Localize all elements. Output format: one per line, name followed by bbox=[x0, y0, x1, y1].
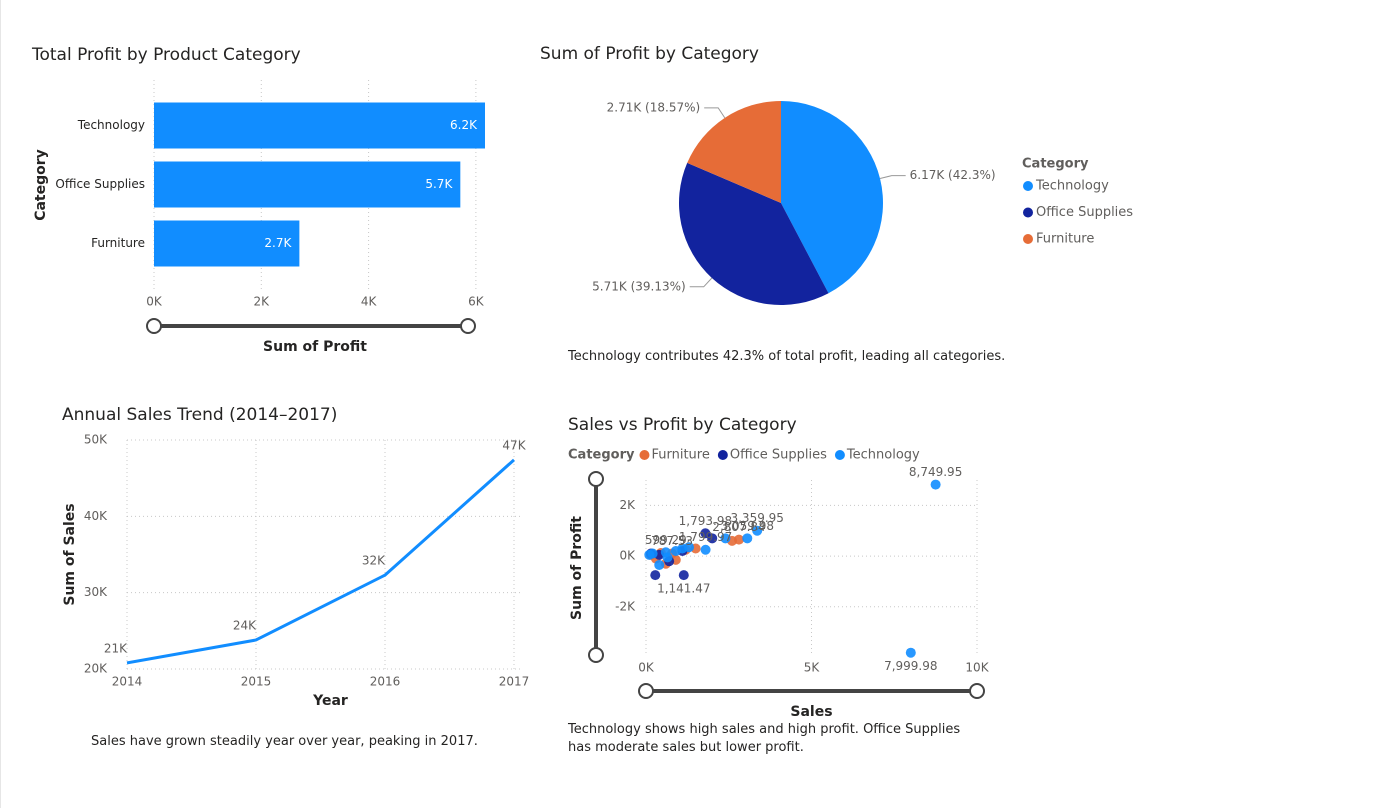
data-label: 5.71K (39.13%) bbox=[592, 279, 686, 293]
axis-label: Sum of Profit bbox=[263, 339, 367, 355]
point bbox=[684, 542, 695, 553]
data-label: 7,999.98 bbox=[884, 659, 937, 673]
legend-marker bbox=[717, 450, 728, 460]
legend-label: Furniture bbox=[1036, 232, 1094, 247]
data-label: 8,749.95 bbox=[909, 465, 962, 479]
legend-marker bbox=[1023, 234, 1033, 244]
x-tick-label: 0K bbox=[638, 661, 655, 675]
sliders bbox=[146, 318, 985, 699]
point bbox=[670, 546, 681, 557]
x-tick-label: 4K bbox=[361, 295, 378, 309]
legend-label: Technology bbox=[1035, 179, 1109, 194]
y-tick-label: 0K bbox=[619, 549, 636, 563]
legend-marker bbox=[639, 450, 650, 460]
point bbox=[662, 552, 673, 563]
point bbox=[700, 528, 711, 539]
data-label: 24K bbox=[233, 618, 257, 632]
caption: Technology contributes 42.3% of total pr… bbox=[568, 349, 1006, 364]
pie-slice bbox=[781, 101, 884, 294]
line bbox=[126, 458, 515, 665]
chart-title: Annual Sales Trend (2014–2017) bbox=[62, 405, 337, 425]
x-tick-label: 2015 bbox=[241, 675, 272, 689]
y-tick-label: 40K bbox=[84, 509, 108, 523]
data-label: 1,141.47 bbox=[657, 582, 710, 596]
chart-title: Sum of Profit by Category bbox=[540, 44, 759, 64]
bar bbox=[154, 102, 485, 149]
axis-label: Sum of Sales bbox=[62, 503, 78, 605]
x-tick-label: 2017 bbox=[499, 675, 530, 689]
point bbox=[707, 533, 718, 544]
y-tick-label: 2K bbox=[619, 498, 636, 512]
data-label: 21K bbox=[104, 641, 128, 655]
data-label: 2.7K bbox=[264, 236, 292, 250]
data-label: 3,059.98 bbox=[721, 519, 774, 533]
data-label: 6.2K bbox=[450, 118, 478, 132]
point bbox=[650, 570, 661, 581]
x-tick-label: 2016 bbox=[370, 675, 401, 689]
y-tick-label: -2K bbox=[615, 599, 636, 613]
point bbox=[742, 533, 753, 544]
chart-title: Sales vs Profit by Category bbox=[568, 415, 797, 435]
pie-slice bbox=[687, 101, 781, 203]
data-label: 6.17K (42.3%) bbox=[910, 168, 996, 182]
x-tick-label: 2014 bbox=[112, 675, 143, 689]
y-tick-label: 50K bbox=[84, 433, 108, 447]
legend-marker bbox=[1023, 181, 1033, 191]
x-tick-label: 5K bbox=[804, 661, 821, 675]
point bbox=[644, 549, 655, 560]
axis-label: Year bbox=[312, 693, 348, 709]
data-label: 47K bbox=[502, 438, 526, 452]
legend-marker bbox=[834, 450, 845, 460]
caption: Sales have grown steadily year over year… bbox=[91, 734, 478, 749]
point bbox=[720, 533, 731, 544]
data-label: 32K bbox=[362, 554, 386, 568]
bar bbox=[154, 161, 461, 208]
legend-label: Office Supplies bbox=[730, 448, 827, 463]
leader-line bbox=[879, 175, 906, 180]
bar bbox=[154, 220, 300, 267]
pie-slice bbox=[678, 162, 829, 306]
legend-marker bbox=[1023, 207, 1033, 218]
point bbox=[654, 559, 665, 570]
legend-label: Technology bbox=[846, 448, 920, 463]
x-tick-label: 6K bbox=[468, 295, 485, 309]
legend-title: Category bbox=[568, 448, 635, 463]
axis-label: Sum of Profit bbox=[569, 516, 585, 620]
data-label: 5.7K bbox=[425, 177, 453, 191]
x-tick-label: 0K bbox=[146, 295, 163, 309]
point bbox=[752, 525, 763, 536]
point bbox=[678, 570, 689, 581]
legend-title: Category bbox=[1022, 157, 1089, 172]
y-tick-label: 30K bbox=[84, 585, 108, 599]
data-label: 2.71K (18.57%) bbox=[607, 100, 701, 114]
point bbox=[930, 479, 941, 490]
axis-label: Category bbox=[33, 149, 49, 221]
y-tick-label: Technology bbox=[77, 118, 145, 132]
caption: Technology shows high sales and high pro… bbox=[568, 722, 961, 755]
point bbox=[700, 544, 711, 555]
leader-line bbox=[689, 277, 713, 288]
y-tick-label: 20K bbox=[84, 662, 108, 676]
data-label: 2,807.84 bbox=[712, 520, 765, 534]
data-label: 787.53 bbox=[651, 534, 693, 548]
axis-label: Sales bbox=[790, 704, 832, 720]
legend-label: Furniture bbox=[651, 448, 709, 463]
point bbox=[905, 647, 916, 658]
data-label: 3,359.95 bbox=[730, 511, 783, 525]
x-tick-label: 2K bbox=[254, 295, 271, 309]
y-tick-label: Office Supplies bbox=[55, 177, 145, 191]
data-label: 599.29 bbox=[645, 533, 687, 547]
chart-title: Total Profit by Product Category bbox=[31, 45, 301, 65]
data-label: 1,793.98 bbox=[679, 514, 732, 528]
legend-label: Office Supplies bbox=[1036, 205, 1133, 220]
x-tick-label: 10K bbox=[965, 661, 989, 675]
leader-line bbox=[704, 107, 726, 119]
y-tick-label: Furniture bbox=[91, 236, 145, 250]
data-label: 1,799.97 bbox=[679, 530, 732, 544]
